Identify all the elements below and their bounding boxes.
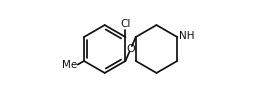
Text: Me: Me — [62, 60, 77, 70]
Text: NH: NH — [178, 31, 194, 41]
Text: O: O — [126, 44, 135, 54]
Text: Cl: Cl — [120, 19, 131, 29]
